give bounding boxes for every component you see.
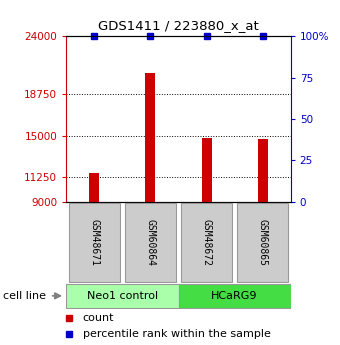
Title: GDS1411 / 223880_x_at: GDS1411 / 223880_x_at: [98, 19, 259, 32]
Bar: [89, 173, 99, 202]
Text: GSM48671: GSM48671: [89, 219, 99, 266]
FancyBboxPatch shape: [181, 204, 232, 282]
Text: GSM60864: GSM60864: [146, 219, 155, 266]
Text: cell line: cell line: [3, 291, 46, 301]
Text: percentile rank within the sample: percentile rank within the sample: [83, 329, 271, 339]
Text: GSM48672: GSM48672: [202, 219, 211, 266]
FancyBboxPatch shape: [178, 284, 291, 308]
FancyBboxPatch shape: [237, 204, 288, 282]
Bar: [258, 139, 268, 202]
Bar: [202, 138, 211, 202]
FancyBboxPatch shape: [69, 204, 120, 282]
Text: count: count: [83, 313, 114, 323]
Bar: [146, 73, 155, 202]
Text: HCaRG9: HCaRG9: [211, 291, 258, 301]
Text: GSM60865: GSM60865: [258, 219, 268, 266]
FancyBboxPatch shape: [125, 204, 176, 282]
FancyBboxPatch shape: [66, 284, 178, 308]
Text: Neo1 control: Neo1 control: [87, 291, 158, 301]
